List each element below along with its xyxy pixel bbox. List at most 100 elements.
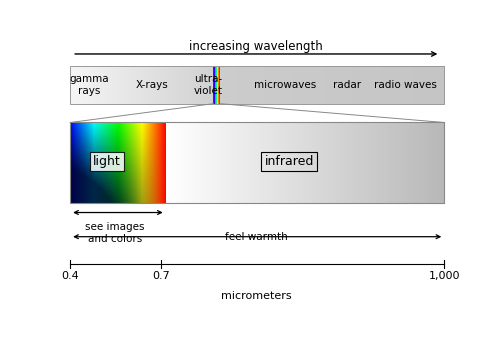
Bar [296,122,297,203]
Bar [288,66,290,104]
Bar [169,66,170,104]
Bar [164,66,166,104]
Bar [420,122,422,203]
Bar [141,66,142,104]
Bar [98,66,99,104]
Bar [186,122,188,203]
Bar [236,66,238,104]
Bar [326,66,327,104]
Bar [176,122,178,203]
Bar [306,66,307,104]
Bar [206,122,208,203]
Bar [71,66,72,104]
Bar [238,66,240,104]
Bar [211,122,212,203]
Bar [379,66,380,104]
Bar [359,66,360,104]
Bar [192,122,194,203]
Bar [422,66,424,104]
Bar [190,122,192,203]
Bar [116,66,117,104]
Bar [157,66,158,104]
Bar [414,122,415,203]
Bar [362,66,364,104]
Bar [308,66,310,104]
Bar [397,122,398,203]
Bar [442,122,444,203]
Bar [203,66,204,104]
Bar [304,122,306,203]
Bar [392,66,394,104]
Bar [302,122,304,203]
Bar [188,122,189,203]
Bar [390,66,391,104]
Bar [204,122,206,203]
Bar [234,122,236,203]
Bar [170,122,172,203]
Bar [440,122,442,203]
Bar [166,122,167,203]
Bar [270,66,271,104]
Bar [316,66,317,104]
Bar [242,122,244,203]
Bar [131,66,132,104]
Bar [126,66,128,104]
Bar [253,122,254,203]
Bar [111,66,112,104]
Bar [235,122,236,203]
Bar [407,66,408,104]
Bar [307,122,308,203]
Bar [266,66,268,104]
Bar [425,66,426,104]
Bar [122,66,123,104]
Bar [194,122,195,203]
Bar [176,66,177,104]
Bar [134,66,136,104]
Bar [300,122,302,203]
Bar [230,66,232,104]
Bar [167,66,168,104]
Bar [182,66,184,104]
Bar [244,122,245,203]
Bar [394,66,396,104]
Bar [308,122,309,203]
Bar [118,66,120,104]
Bar [376,66,378,104]
Bar [188,66,190,104]
Bar [244,66,245,104]
Bar [173,66,174,104]
Text: 0.7: 0.7 [152,271,170,281]
Bar [329,66,330,104]
Bar [328,66,329,104]
Bar [222,66,224,104]
Bar [388,122,390,203]
Bar [182,122,184,203]
Bar [140,66,141,104]
Bar [208,122,210,203]
Bar [232,122,233,203]
Bar [173,122,174,203]
Bar [215,122,216,203]
Bar [300,66,301,104]
Bar [247,66,248,104]
Bar [284,66,286,104]
Bar [78,66,79,104]
Bar [183,122,184,203]
Bar [372,122,373,203]
Bar [378,66,380,104]
Bar [227,66,228,104]
Bar [104,66,105,104]
Bar [270,122,272,203]
Bar [367,122,368,203]
Bar [412,66,413,104]
Bar [419,122,420,203]
Bar [106,66,108,104]
Bar [192,66,193,104]
Bar [426,122,427,203]
Bar [86,66,87,104]
Bar [222,66,223,104]
Bar [82,66,83,104]
Bar [388,66,390,104]
Bar [112,66,114,104]
Bar [263,66,264,104]
